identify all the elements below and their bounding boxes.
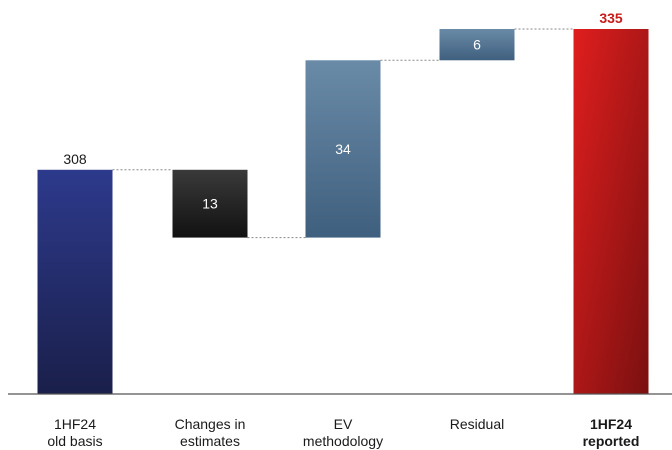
bar-ev-methodology xyxy=(305,60,381,238)
data-label: 13 xyxy=(202,196,218,212)
data-label: 335 xyxy=(599,10,623,26)
bar-changes-in-estimates xyxy=(172,169,248,238)
bar-residual xyxy=(439,29,515,61)
category-label: EV methodology xyxy=(303,416,383,449)
data-label: 34 xyxy=(335,141,351,157)
bar-1hf24-reported xyxy=(573,29,649,394)
data-label: 308 xyxy=(63,151,87,167)
data-label: 6 xyxy=(473,37,481,53)
category-label: Changes in estimates xyxy=(175,416,246,449)
bar-1hf24-old-basis xyxy=(37,169,113,394)
category-label: 1HF24 old basis xyxy=(47,416,102,449)
category-label: Residual xyxy=(450,416,504,432)
category-label: 1HF24 reported xyxy=(583,416,640,449)
bars-group xyxy=(37,29,649,394)
labels-group: 308 13 34 6 335 1HF24 old basis Changes in estim… xyxy=(47,10,639,449)
connectors-group xyxy=(112,28,574,239)
